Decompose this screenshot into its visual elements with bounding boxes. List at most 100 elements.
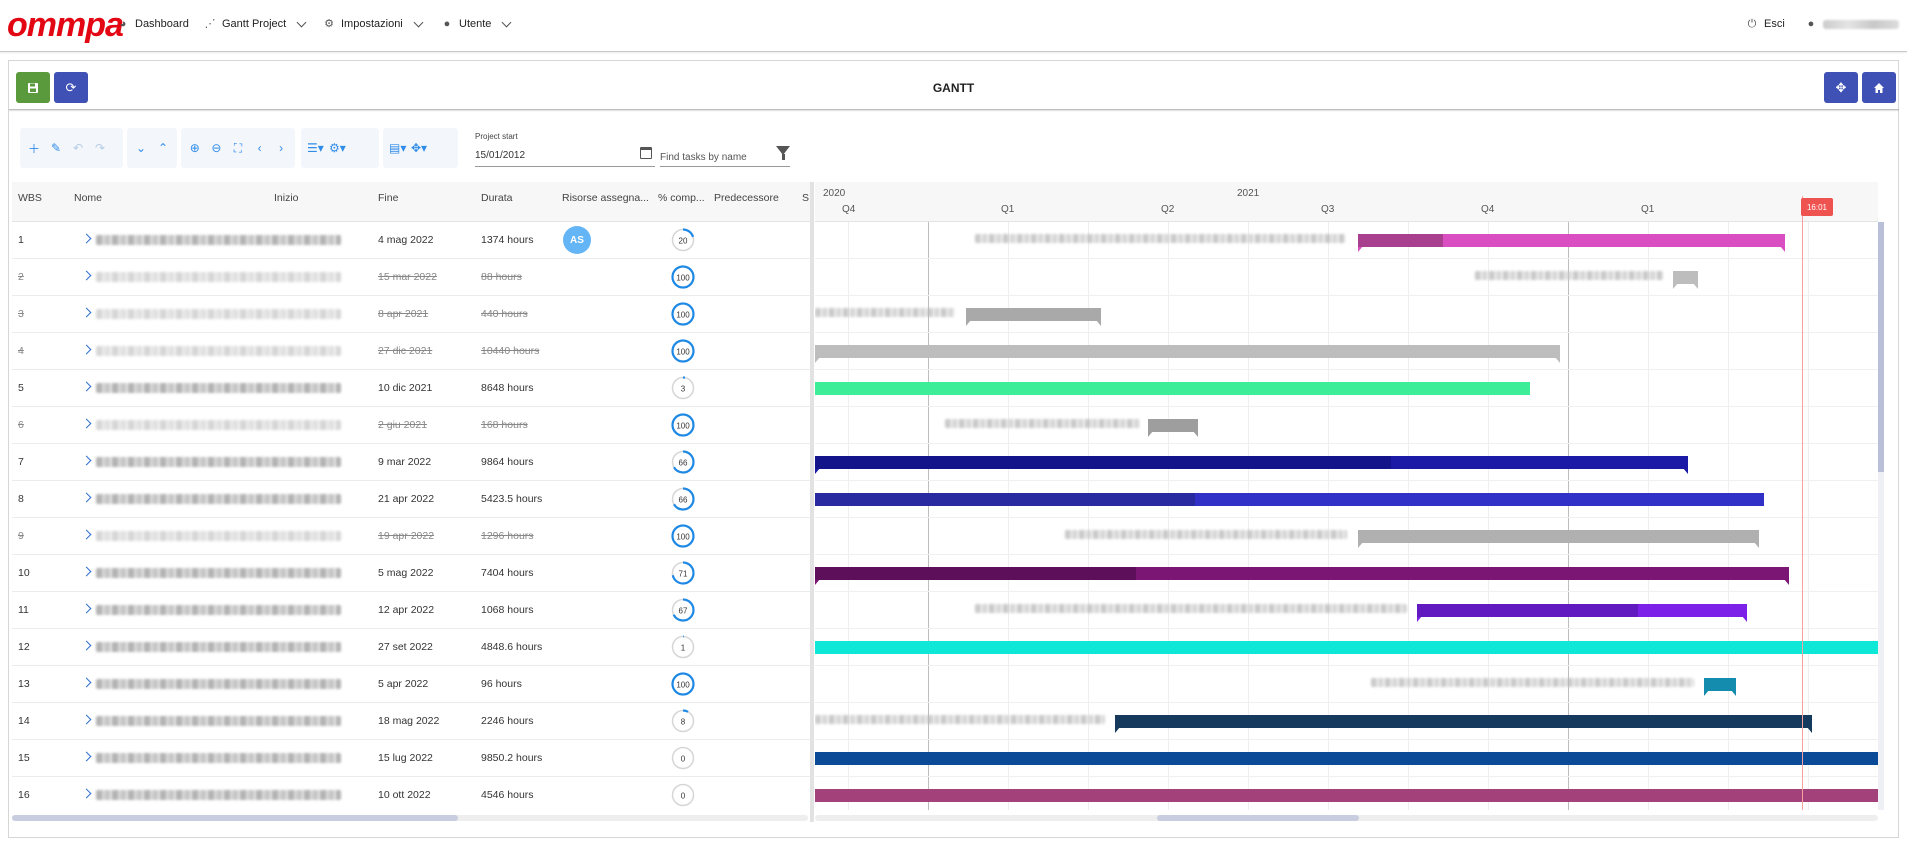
column-header-fine[interactable]: Fine bbox=[378, 192, 399, 204]
completion-ring-track bbox=[671, 783, 695, 807]
scroll-right-icon[interactable]: › bbox=[279, 141, 284, 155]
logout-button[interactable]: ⏻ Esci bbox=[1746, 18, 1785, 30]
fullscreen-button[interactable]: ✥ bbox=[1824, 72, 1858, 103]
toolbar-edit-group: ＋ ✎ ↶ ↷ bbox=[20, 128, 123, 168]
table-row[interactable]: 2 15 mar 2022 88 hours 100 bbox=[12, 259, 812, 296]
task-bar[interactable] bbox=[815, 789, 1878, 802]
export-file-icon[interactable]: ▤▾ bbox=[389, 141, 407, 155]
table-row[interactable]: 9 19 apr 2022 1296 hours 100 bbox=[12, 518, 812, 555]
grid-horizontal-scrollbar[interactable] bbox=[12, 815, 808, 821]
column-header-risorse[interactable]: Risorse assegna... bbox=[562, 192, 649, 204]
user-menu[interactable]: ● bbox=[1805, 18, 1899, 30]
column-header-inizio[interactable]: Inizio bbox=[274, 192, 299, 204]
task-bar[interactable] bbox=[1673, 271, 1698, 289]
chevron-right-icon[interactable] bbox=[81, 233, 92, 244]
save-button[interactable] bbox=[16, 72, 50, 103]
zoom-out-icon[interactable]: ⊖ bbox=[211, 141, 222, 155]
task-bar[interactable] bbox=[815, 456, 1688, 474]
column-header-completion[interactable]: % comp... bbox=[658, 192, 705, 204]
nav-dashboard[interactable]: ◕ Dashboard bbox=[117, 18, 189, 30]
chevron-right-icon[interactable] bbox=[81, 455, 92, 466]
grid-scroll-thumb[interactable] bbox=[12, 815, 458, 821]
edit-task-icon[interactable]: ✎ bbox=[50, 141, 62, 155]
table-row[interactable]: 5 10 dic 2021 8648 hours 3 bbox=[12, 370, 812, 407]
task-bar[interactable] bbox=[815, 752, 1878, 765]
add-task-icon[interactable]: ＋ bbox=[27, 141, 40, 156]
task-bar[interactable] bbox=[1148, 419, 1198, 437]
table-row[interactable]: 4 27 dic 2021 10440 hours 100 bbox=[12, 333, 812, 370]
column-header-s[interactable]: S bbox=[802, 192, 810, 204]
timeline-hscroll-thumb[interactable] bbox=[1157, 815, 1359, 821]
task-bar[interactable] bbox=[815, 567, 1789, 585]
zoom-fit-icon[interactable]: ⛶ bbox=[233, 140, 243, 155]
project-start-input[interactable]: 15/01/2012 bbox=[475, 142, 655, 167]
chevron-right-icon[interactable] bbox=[81, 270, 92, 281]
chevron-right-icon[interactable] bbox=[81, 307, 92, 318]
filter-icon[interactable] bbox=[776, 146, 790, 160]
task-bar[interactable] bbox=[1358, 530, 1759, 548]
table-row[interactable]: 3 8 apr 2021 440 hours 100 bbox=[12, 296, 812, 333]
chevron-right-icon[interactable] bbox=[81, 529, 92, 540]
task-bar[interactable] bbox=[1115, 715, 1812, 733]
column-header-wbs[interactable]: WBS bbox=[18, 192, 42, 204]
timeline-vertical-scrollbar[interactable] bbox=[1878, 222, 1884, 810]
task-bar[interactable] bbox=[815, 493, 1764, 506]
task-bar[interactable] bbox=[1704, 678, 1736, 696]
chevron-right-icon[interactable] bbox=[81, 640, 92, 651]
column-header-nome[interactable]: Nome bbox=[74, 192, 103, 204]
home-button[interactable] bbox=[1862, 72, 1896, 103]
chevron-right-icon[interactable] bbox=[81, 344, 92, 355]
table-row[interactable]: 14 18 mag 2022 2246 hours 8 bbox=[12, 703, 812, 740]
task-bar[interactable] bbox=[815, 345, 1560, 363]
chevron-right-icon[interactable] bbox=[81, 418, 92, 429]
expand-all-icon[interactable]: ⌄ bbox=[135, 141, 147, 155]
redo-icon[interactable]: ↷ bbox=[94, 141, 106, 155]
scroll-left-icon[interactable]: ‹ bbox=[257, 141, 262, 155]
task-bar[interactable] bbox=[815, 641, 1878, 654]
column-header-durata[interactable]: Durata bbox=[481, 192, 513, 204]
table-row[interactable]: 12 27 set 2022 4848.6 hours 1 bbox=[12, 629, 812, 666]
brand-logo[interactable]: ommpa bbox=[7, 6, 124, 44]
table-row[interactable]: 1 4 mag 2022 1374 hours AS 20 bbox=[12, 222, 812, 259]
table-row[interactable]: 11 12 apr 2022 1068 hours 67 bbox=[12, 592, 812, 629]
chevron-right-icon[interactable] bbox=[81, 714, 92, 725]
undo-icon[interactable]: ↶ bbox=[72, 141, 84, 155]
find-tasks-input[interactable]: Find tasks by name bbox=[660, 142, 790, 167]
chevron-right-icon[interactable] bbox=[81, 492, 92, 503]
move-options-icon[interactable]: ✥▾ bbox=[411, 141, 428, 155]
collapse-all-icon[interactable]: ⌃ bbox=[157, 141, 169, 155]
refresh-button[interactable]: ⟳ bbox=[54, 72, 88, 103]
table-row[interactable]: 16 10 ott 2022 4546 hours 0 bbox=[12, 777, 812, 810]
table-row[interactable]: 6 2 giu 2021 168 hours 100 bbox=[12, 407, 812, 444]
settings-options-icon[interactable]: ⚙▾ bbox=[329, 141, 346, 155]
task-bar[interactable] bbox=[966, 308, 1101, 326]
table-row[interactable]: 15 15 lug 2022 9850.2 hours 0 bbox=[12, 740, 812, 777]
table-row[interactable]: 13 5 apr 2022 96 hours 100 bbox=[12, 666, 812, 703]
zoom-in-icon[interactable]: ⊕ bbox=[189, 141, 200, 155]
cell-name-redacted bbox=[96, 420, 341, 430]
task-bar[interactable] bbox=[1358, 234, 1785, 252]
timeline-vscroll-thumb[interactable] bbox=[1878, 222, 1884, 472]
resource-avatar[interactable]: AS bbox=[563, 226, 591, 254]
timeline-horizontal-scrollbar[interactable] bbox=[815, 815, 1878, 821]
nav-impostazioni[interactable]: ⚙ Impostazioni bbox=[323, 17, 424, 30]
table-row[interactable]: 7 9 mar 2022 9864 hours 66 bbox=[12, 444, 812, 481]
task-bar[interactable] bbox=[1417, 604, 1747, 622]
task-bar[interactable] bbox=[815, 382, 1530, 395]
nav-utente[interactable]: ● Utente bbox=[441, 17, 512, 30]
grid-header: WBS Nome Inizio Fine Durata Risorse asse… bbox=[12, 182, 812, 222]
table-row[interactable]: 8 21 apr 2022 5423.5 hours 66 bbox=[12, 481, 812, 518]
grid-timeline-splitter[interactable] bbox=[810, 182, 814, 822]
chevron-right-icon[interactable] bbox=[81, 677, 92, 688]
chevron-right-icon[interactable] bbox=[81, 381, 92, 392]
list-options-icon[interactable]: ☰▾ bbox=[307, 141, 324, 155]
chevron-right-icon[interactable] bbox=[81, 566, 92, 577]
table-row[interactable]: 10 5 mag 2022 7404 hours 71 bbox=[12, 555, 812, 592]
chevron-right-icon[interactable] bbox=[81, 788, 92, 799]
calendar-icon[interactable] bbox=[640, 147, 652, 159]
chevron-right-icon[interactable] bbox=[81, 603, 92, 614]
completion-ring-arc bbox=[671, 302, 695, 326]
chevron-right-icon[interactable] bbox=[81, 751, 92, 762]
nav-gantt-project[interactable]: ⋰ Gantt Project bbox=[204, 17, 307, 30]
column-header-predecessore[interactable]: Predecessore bbox=[714, 192, 779, 204]
